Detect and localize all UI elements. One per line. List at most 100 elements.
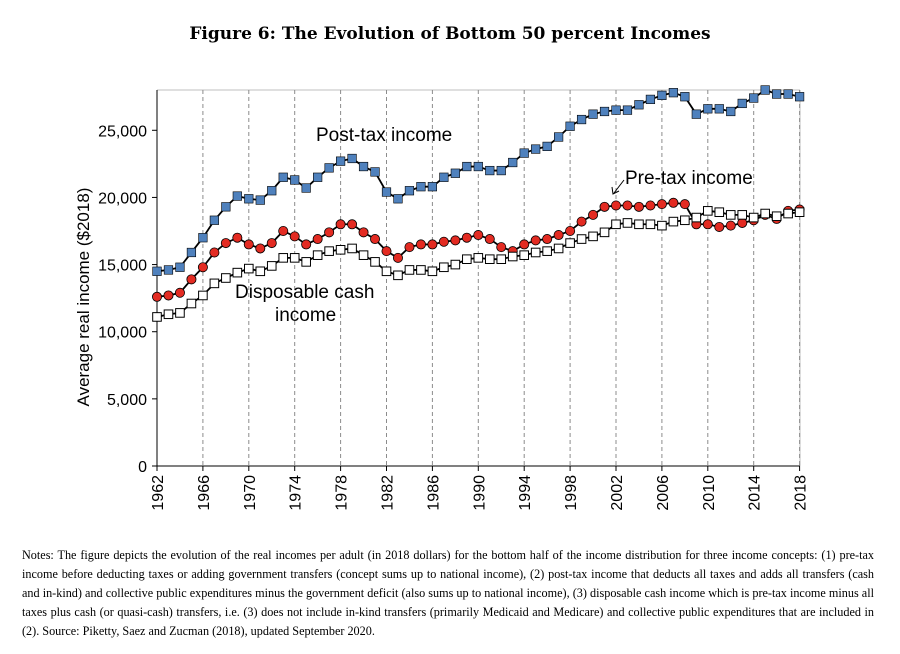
- point-disposable-cash-income-1977: [324, 246, 334, 256]
- point-disposable-cash-income-2018: [794, 207, 805, 217]
- point-post-tax-income-2011: [714, 104, 724, 114]
- point-disposable-cash-income-1962: [152, 312, 162, 322]
- point-disposable-cash-income-2012: [725, 210, 736, 220]
- point-pre-tax-income-2007: [668, 197, 679, 208]
- annotation-post-tax: Post-tax income: [316, 125, 452, 146]
- series-layer: [151, 85, 805, 322]
- point-pre-tax-income-1969: [232, 232, 243, 243]
- point-disposable-cash-income-1985: [416, 265, 426, 275]
- point-disposable-cash-income-2011: [714, 207, 725, 217]
- x-tick-label-1982: 1982: [380, 475, 397, 511]
- point-post-tax-income-1982: [381, 187, 392, 197]
- point-post-tax-income-1993: [508, 157, 518, 168]
- point-pre-tax-income-1974: [289, 231, 300, 242]
- annotation-disposable-line2: income: [275, 305, 336, 326]
- point-post-tax-income-2013: [737, 98, 747, 109]
- point-pre-tax-income-1966: [197, 262, 208, 273]
- point-post-tax-income-1992: [496, 165, 506, 176]
- point-pre-tax-income-2011: [714, 221, 725, 232]
- point-disposable-cash-income-1997: [553, 243, 564, 254]
- point-pre-tax-income-1991: [484, 234, 495, 245]
- point-pre-tax-income-1977: [324, 227, 335, 238]
- point-disposable-cash-income-1990: [473, 253, 484, 263]
- point-disposable-cash-income-2015: [760, 208, 770, 219]
- point-disposable-cash-income-1992: [496, 254, 507, 264]
- x-tick-label-1994: 1994: [517, 475, 534, 511]
- x-tick-label-1998: 1998: [563, 475, 580, 511]
- point-post-tax-income-1989: [462, 161, 472, 172]
- point-pre-tax-income-1985: [415, 239, 426, 250]
- gridlines: [157, 89, 801, 466]
- point-pre-tax-income-1971: [255, 243, 266, 254]
- point-disposable-cash-income-1971: [255, 266, 266, 277]
- point-post-tax-income-1981: [370, 167, 380, 177]
- point-pre-tax-income-2001: [599, 201, 610, 212]
- point-post-tax-income-1995: [531, 144, 541, 154]
- y-tick-label-10000: 10,000: [98, 325, 147, 342]
- point-pre-tax-income-2002: [611, 200, 622, 211]
- point-disposable-cash-income-1968: [221, 273, 231, 283]
- point-disposable-cash-income-1964: [175, 308, 185, 318]
- point-post-tax-income-1985: [416, 182, 426, 192]
- point-post-tax-income-2014: [749, 93, 759, 103]
- y-tick-label-25000: 25,000: [98, 123, 147, 140]
- point-post-tax-income-2016: [772, 89, 782, 99]
- point-post-tax-income-1972: [267, 186, 277, 196]
- annotation-pre-tax: Pre-tax income: [625, 168, 753, 189]
- point-post-tax-income-2010: [703, 104, 713, 114]
- point-pre-tax-income-1988: [450, 235, 461, 246]
- point-disposable-cash-income-1981: [370, 257, 380, 267]
- annotation-pre-tax-arrow: [613, 179, 625, 194]
- y-tick-label-20000: 20,000: [98, 190, 147, 207]
- point-pre-tax-income-2012: [725, 220, 736, 231]
- x-tick-label-1970: 1970: [242, 475, 259, 511]
- point-post-tax-income-1976: [313, 172, 323, 182]
- point-post-tax-income-1988: [450, 168, 460, 178]
- y-tick-label-15000: 15,000: [98, 258, 147, 275]
- point-pre-tax-income-1976: [312, 234, 323, 245]
- point-disposable-cash-income-1970: [244, 263, 254, 274]
- point-pre-tax-income-1992: [496, 242, 507, 253]
- point-disposable-cash-income-1974: [289, 253, 300, 263]
- point-pre-tax-income-2013: [737, 217, 748, 228]
- figure-notes: Notes: The figure depicts the evolution …: [22, 548, 874, 638]
- point-post-tax-income-1975: [301, 183, 311, 193]
- point-disposable-cash-income-2013: [737, 210, 748, 220]
- x-tick-label-1978: 1978: [334, 475, 351, 511]
- point-pre-tax-income-2004: [633, 201, 644, 212]
- point-pre-tax-income-1987: [438, 236, 449, 247]
- point-pre-tax-income-1964: [174, 287, 185, 298]
- point-post-tax-income-1971: [255, 195, 265, 205]
- point-post-tax-income-1979: [347, 153, 357, 164]
- point-post-tax-income-2001: [599, 106, 610, 117]
- point-pre-tax-income-1982: [381, 246, 392, 257]
- point-pre-tax-income-1975: [301, 239, 312, 250]
- point-post-tax-income-2007: [668, 88, 678, 98]
- point-pre-tax-income-1981: [370, 234, 381, 245]
- point-post-tax-income-1998: [565, 121, 575, 131]
- point-disposable-cash-income-1976: [312, 250, 323, 260]
- point-post-tax-income-1967: [209, 215, 219, 225]
- point-pre-tax-income-1972: [266, 238, 277, 249]
- x-tick-label-2010: 2010: [701, 475, 718, 511]
- point-pre-tax-income-1990: [473, 230, 484, 241]
- point-disposable-cash-income-1967: [209, 278, 220, 289]
- y-tick-label-0: 0: [138, 459, 147, 476]
- point-post-tax-income-1969: [232, 191, 242, 201]
- point-disposable-cash-income-1979: [347, 243, 357, 254]
- point-disposable-cash-income-1983: [393, 270, 403, 281]
- point-disposable-cash-income-2003: [622, 218, 633, 228]
- point-post-tax-income-1999: [576, 114, 587, 125]
- point-disposable-cash-income-1986: [427, 266, 438, 277]
- point-disposable-cash-income-2004: [634, 219, 644, 230]
- point-post-tax-income-2008: [680, 92, 690, 102]
- y-tick-label-5000: 5,000: [107, 392, 147, 409]
- point-pre-tax-income-1986: [427, 239, 438, 250]
- point-post-tax-income-1983: [393, 194, 403, 204]
- point-post-tax-income-1984: [404, 186, 415, 196]
- point-disposable-cash-income-2008: [680, 215, 690, 226]
- point-disposable-cash-income-1982: [381, 266, 392, 277]
- point-disposable-cash-income-1966: [198, 290, 208, 301]
- point-post-tax-income-1980: [358, 161, 369, 172]
- point-post-tax-income-1966: [198, 233, 208, 243]
